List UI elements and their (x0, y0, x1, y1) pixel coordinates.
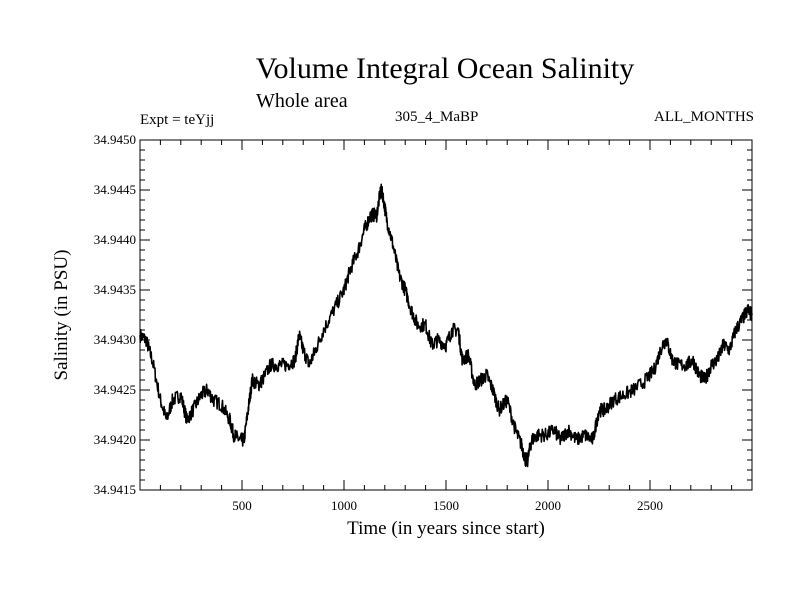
y-tick-label: 34.9435 (94, 282, 136, 297)
y-tick-label: 34.9415 (94, 482, 136, 497)
y-tick-label: 34.9450 (94, 132, 136, 147)
chart-title: Volume Integral Ocean Salinity (255, 52, 635, 85)
x-tick-label: 1500 (433, 498, 459, 513)
y-tick-label: 34.9440 (94, 232, 136, 247)
x-tick-label: 2500 (637, 498, 663, 513)
months-label: ALL_MONTHS (654, 109, 754, 125)
x-tick-label: 2000 (535, 498, 561, 513)
y-tick-label: 34.9430 (94, 332, 136, 347)
plot-frame (139, 139, 753, 491)
chart-subtitle: Whole area (256, 90, 348, 112)
x-axis-label: Time (in years since start) (347, 518, 545, 539)
x-tick-label: 1000 (331, 498, 357, 513)
y-tick-label: 34.9425 (94, 382, 136, 397)
run-label: 305_4_MaBP (395, 109, 479, 125)
experiment-label: Expt = teYjj (140, 112, 215, 128)
salinity-series-line (139, 183, 753, 468)
y-tick-label: 34.9420 (94, 432, 136, 447)
y-tick-label: 34.9445 (94, 182, 136, 197)
x-tick-label: 500 (232, 498, 252, 513)
